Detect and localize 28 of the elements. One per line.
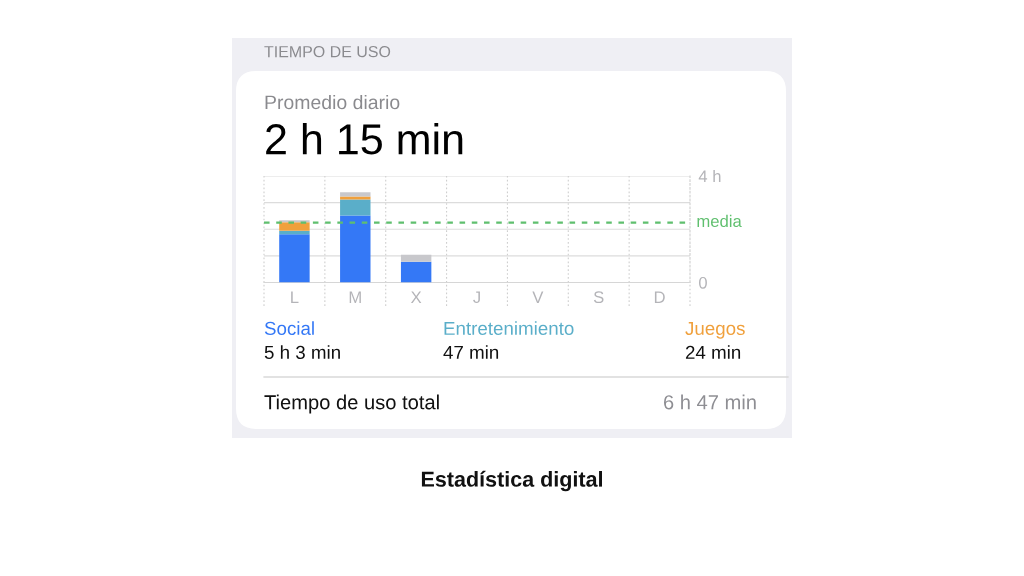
text: 5 h 3 min xyxy=(264,345,340,360)
bar xyxy=(340,199,371,216)
bar xyxy=(400,261,432,283)
chart-subtitle: Promedio diario xyxy=(265,94,400,110)
text: 6 h 47 min xyxy=(663,394,756,410)
x-tick-label: S xyxy=(593,291,604,304)
text: Social xyxy=(264,321,314,336)
text: 47 min xyxy=(443,345,499,359)
ref-line-label: media xyxy=(697,214,742,228)
text: Juegos xyxy=(685,321,745,339)
x-tick-label: D xyxy=(654,291,665,303)
y-tick-label: 4 h xyxy=(698,169,721,183)
text: 2 h 15 min xyxy=(266,122,463,155)
chart-title: TIEMPO DE USO xyxy=(264,45,391,58)
x-tick-label: X xyxy=(410,291,422,303)
x-tick-label: M xyxy=(349,291,361,303)
bar xyxy=(400,254,432,262)
bar xyxy=(340,192,371,197)
x-tick-label: J xyxy=(473,291,480,304)
bar xyxy=(340,215,371,283)
y-tick-label: 0 xyxy=(698,276,707,289)
x-tick-label: V xyxy=(532,291,544,303)
text: 24 min xyxy=(685,345,741,359)
bar xyxy=(279,234,310,283)
x-tick-label: L xyxy=(291,291,299,303)
text: Tiempo de uso total xyxy=(264,394,439,414)
text: Estadística digital xyxy=(421,470,602,492)
text: Entretenimiento xyxy=(444,321,574,336)
